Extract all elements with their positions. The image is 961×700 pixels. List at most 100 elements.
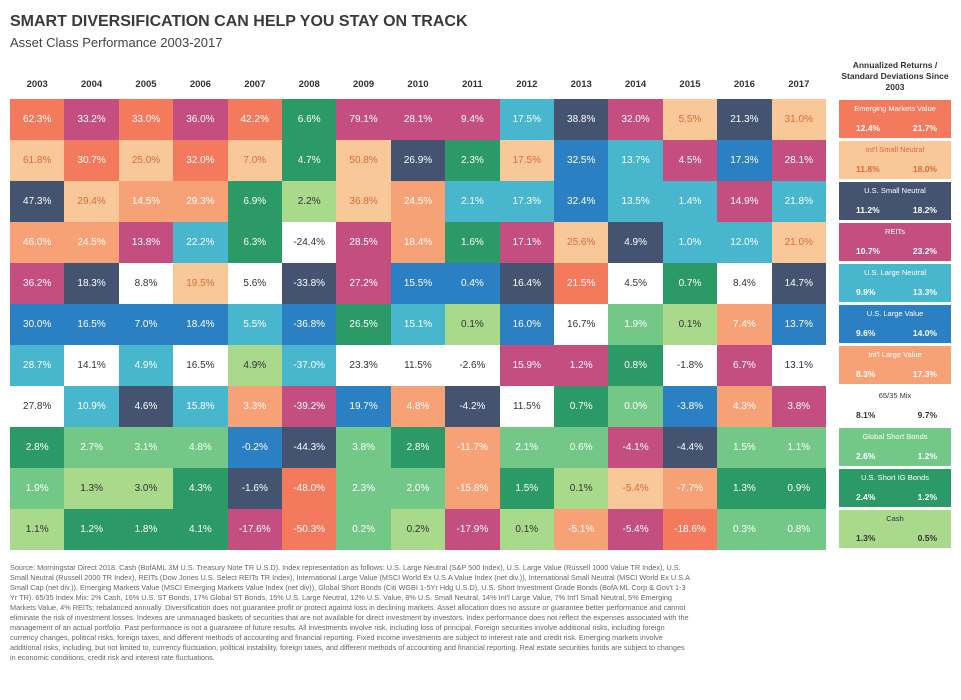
quilt-cell-2012-cash: 0.1%	[499, 509, 554, 550]
legend-annualized-return: 1.3%	[856, 533, 876, 543]
legend-asset-name: Emerging Markets Value	[854, 104, 936, 113]
quilt-cell-2012-ulv: 16.0%	[499, 304, 554, 345]
quilt-cell-2006-ilv: 29.3%	[173, 181, 228, 222]
year-label-2013: 2013	[570, 79, 592, 90]
quilt-cell-2008-uln: -37.0%	[282, 345, 337, 386]
footnote-text: Source: Morningstar Direct 2018. Cash (B…	[10, 563, 690, 662]
quilt-cell-2003-uln: 28.7%	[10, 345, 65, 386]
legend-card-ilv: Int'l Large Value 8.3% 17.3%	[839, 346, 951, 384]
quilt-cell-2014-reit: -4.1%	[608, 427, 663, 468]
quilt-cell-2004-usn: 18.3%	[64, 263, 119, 304]
legend-standard-deviation: 18.0%	[912, 164, 937, 174]
quilt-cell-2011-usg: 2.3%	[445, 140, 500, 181]
quilt-cell-2008-reit: -39.2%	[282, 386, 337, 427]
quilt-cell-2014-mix: 4.5%	[608, 263, 663, 304]
quilt-cell-2008-usn: -44.3%	[282, 427, 337, 468]
year-label-2003: 2003	[26, 79, 48, 90]
legend-standard-deviation: 14.0%	[912, 328, 937, 338]
quilt-cell-2005-mix: 8.8%	[118, 263, 174, 304]
quilt-cell-2003-usg: 2.8%	[10, 427, 65, 468]
quilt-cell-2014-usn: 4.9%	[608, 222, 663, 263]
quilt-cell-2015-isn: 5.5%	[662, 99, 718, 140]
quilt-cell-2006-em: 32.0%	[173, 140, 228, 181]
legend-standard-deviation: 18.2%	[912, 205, 937, 215]
quilt-cell-2013-ilv: -5.1%	[554, 509, 609, 550]
quilt-cell-2007-cash: 4.9%	[227, 345, 282, 386]
quilt-cell-2004-uln: 10.9%	[64, 386, 119, 427]
quilt-cell-2012-usn: 16.4%	[499, 263, 554, 304]
quilt-cell-2003-isn: 61.8%	[10, 140, 65, 181]
quilt-cell-2004-mix: 14.1%	[64, 345, 119, 386]
quilt-cell-2014-isn: -5.4%	[608, 468, 663, 509]
legend-card-usn: U.S. Small Neutral 11.2% 18.2%	[839, 182, 951, 220]
quilt-cell-2011-reit: 9.4%	[445, 99, 500, 140]
year-label-2017: 2017	[788, 79, 810, 90]
quilt-cell-2004-ulv: 16.5%	[64, 304, 119, 345]
quilt-cell-2005-ilv: 14.5%	[118, 181, 174, 222]
quilt-cell-2016-usg: 1.3%	[717, 468, 772, 509]
quilt-cell-2004-ilv: 24.5%	[64, 222, 119, 263]
quilt-cell-2013-usg: 0.7%	[554, 386, 609, 427]
page-title: SMART DIVERSIFICATION CAN HELP YOU STAY …	[10, 13, 468, 30]
quilt-cell-2016-ilv: 4.3%	[717, 386, 772, 427]
legend-card-gsb: Global Short Bonds 2.6% 1.2%	[839, 428, 951, 466]
quilt-cell-2017-gsb: 1.1%	[771, 427, 826, 468]
quilt-cell-2007-ulv: -0.2%	[227, 427, 282, 468]
legend-card-usg: U.S. Short IG Bonds 2.4% 1.2%	[839, 469, 951, 507]
quilt-cell-2008-usg: 4.7%	[282, 140, 337, 181]
quilt-cell-2014-reit: -5.4%	[608, 509, 663, 550]
quilt-cell-2012-reit: 15.9%	[499, 345, 554, 386]
legend-card-cash: Cash 1.3% 0.5%	[839, 510, 951, 548]
quilt-cell-2017-usg: 0.9%	[771, 468, 826, 509]
legend-standard-deviation: 21.7%	[912, 123, 937, 133]
quilt-cell-2017-isn: 31.0%	[771, 99, 826, 140]
quilt-cell-2015-uln: 1.0%	[662, 222, 718, 263]
legend-asset-name: 65/35 Mix	[878, 391, 912, 400]
quilt-cell-2006-mix: 16.5%	[173, 345, 228, 386]
legend-standard-deviation: 17.3%	[912, 369, 937, 379]
quilt-cell-2010-cash: 0.2%	[390, 509, 446, 550]
quilt-cell-2017-reit: 3.8%	[771, 386, 826, 427]
quilt-cell-2014-gsb: 0.0%	[608, 386, 663, 427]
quilt-cell-2016-ulv: 17.3%	[717, 140, 772, 181]
quilt-cell-2017-usn: 14.7%	[771, 263, 826, 304]
quilt-cell-2006-ulv: 18.4%	[173, 304, 228, 345]
quilt-cell-2003-em: 62.3%	[10, 99, 65, 140]
quilt-cell-2003-ulv: 30.0%	[10, 304, 65, 345]
quilt-cell-2017-reit: 28.1%	[771, 140, 826, 181]
legend-annualized-return: 8.1%	[856, 410, 876, 420]
quilt-cell-2004-gsb: 2.7%	[64, 427, 119, 468]
quilt-cell-2015-usg: 0.7%	[662, 263, 718, 304]
quilt-cell-2016-reit: 6.7%	[717, 345, 772, 386]
quilt-cell-2008-em: -50.3%	[282, 509, 337, 550]
legend-asset-name: U.S. Large Neutral	[863, 268, 927, 277]
quilt-cell-2005-isn: 25.0%	[118, 140, 174, 181]
quilt-cell-2004-isn: 29.4%	[64, 181, 119, 222]
quilt-cell-2016-reit: 14.9%	[717, 181, 772, 222]
quilt-cell-2014-gsb: 1.9%	[608, 304, 663, 345]
quilt-cell-2008-em: -48.0%	[282, 468, 337, 509]
quilt-cell-2005-usn: 4.6%	[118, 386, 174, 427]
quilt-cell-2013-gsb: 0.6%	[554, 427, 609, 468]
legend-annualized-return: 10.7%	[856, 246, 881, 256]
year-label-2012: 2012	[516, 79, 538, 90]
quilt-cell-2014-uln: 13.5%	[608, 181, 663, 222]
quilt-cell-2015-reit: 4.5%	[662, 140, 718, 181]
quilt-cell-2004-em: 30.7%	[64, 140, 119, 181]
quilt-cell-2011-cash: 0.1%	[445, 304, 500, 345]
quilt-cell-2013-usn: 38.8%	[554, 99, 609, 140]
year-label-2008: 2008	[298, 79, 320, 90]
quilt-cell-2017-uln: 21.8%	[771, 181, 826, 222]
year-label-2014: 2014	[625, 79, 647, 90]
quilt-cell-2014-uln: 13.7%	[608, 140, 663, 181]
quilt-cell-2011-ilv: -15.8%	[445, 468, 500, 509]
quilt-cell-2008-mix: -24.4%	[282, 222, 337, 263]
legend-asset-name: Int'l Small Neutral	[865, 145, 925, 154]
annualized-returns-column: Emerging Markets Value 12.4% 21.7% Int'l Sm…	[839, 99, 951, 550]
quilt-cell-2010-ilv: 18.4%	[390, 222, 446, 263]
quilt-cell-2015-ulv: -3.8%	[662, 386, 718, 427]
quilt-cell-2011-ulv: 0.4%	[445, 263, 500, 304]
year-label-2006: 2006	[189, 79, 211, 90]
quilt-cell-2011-mix: -2.6%	[445, 345, 500, 386]
legend-annualized-return: 9.6%	[856, 328, 876, 338]
